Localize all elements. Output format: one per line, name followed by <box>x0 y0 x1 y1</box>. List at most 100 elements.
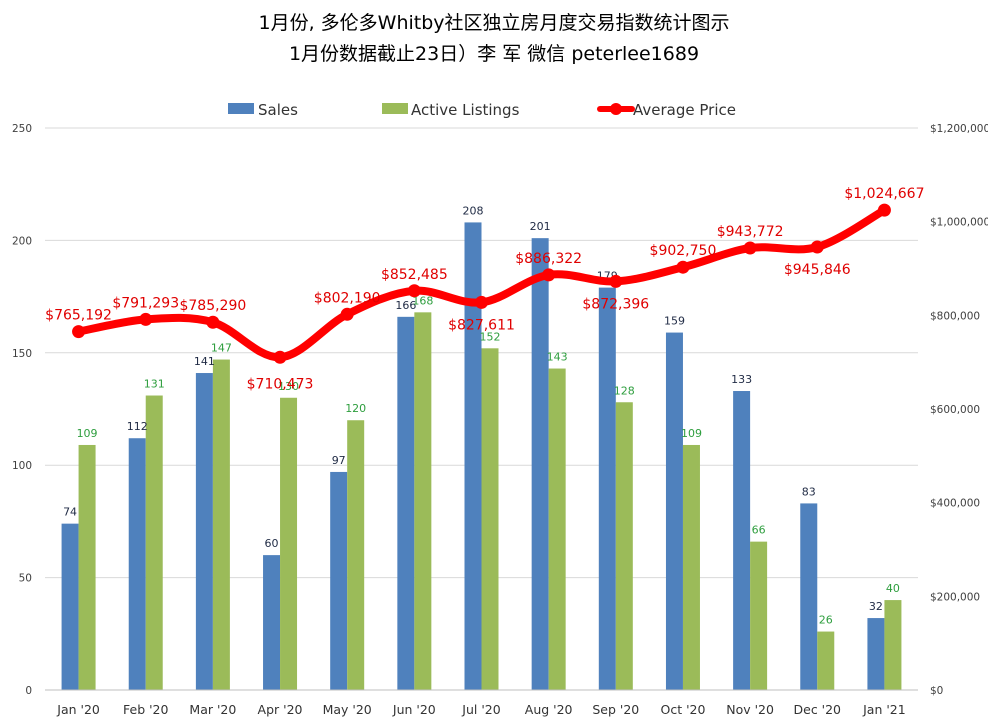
bar-label-sales: 112 <box>127 420 148 433</box>
y-right-tick-label: $1,200,000 <box>930 123 988 135</box>
chart-title: 1月份, 多伦多Whitby社区独立房月度交易指数统计图示 <box>258 12 729 34</box>
x-tick-label: Aug '20 <box>525 702 573 717</box>
price-label: $943,772 <box>717 224 784 240</box>
bar-label-sales: 32 <box>869 600 883 613</box>
bar-active-listings <box>682 444 700 690</box>
price-line <box>72 203 891 364</box>
x-tick-label: Feb '20 <box>123 702 168 717</box>
y-right-tick-label: $400,000 <box>930 498 980 510</box>
bar-sales <box>800 503 818 690</box>
bar-sales <box>598 287 616 690</box>
price-label: $802,190 <box>314 290 381 306</box>
average-price-point <box>542 268 556 282</box>
bar-active-listings <box>548 368 566 690</box>
bar-label-sales: 97 <box>332 454 346 467</box>
bar-sales <box>61 523 79 690</box>
y-left-tick-label: 150 <box>12 348 32 360</box>
price-label: $872,396 <box>582 296 649 312</box>
y-left-tick-label: 100 <box>12 460 32 472</box>
y-left-tick-label: 0 <box>25 685 32 697</box>
y-right-tick-label: $800,000 <box>930 310 980 322</box>
average-price-point <box>273 350 287 364</box>
bar-label-sales: 159 <box>664 315 685 328</box>
bar-label-active-listings: 152 <box>480 330 501 343</box>
legend-marker-average-price <box>610 103 622 115</box>
bar-label-active-listings: 130 <box>278 380 299 393</box>
bar-label-active-listings: 109 <box>77 427 98 440</box>
bar-label-sales: 60 <box>265 537 279 550</box>
average-price-point <box>139 312 153 326</box>
price-label: $945,846 <box>784 262 851 278</box>
y-right-tick-label: $600,000 <box>930 404 980 416</box>
x-tick-label: Jan '20 <box>56 702 100 717</box>
bar-active-listings <box>481 348 499 690</box>
average-price-point <box>340 307 354 321</box>
price-label: $710,473 <box>247 376 314 392</box>
x-tick-label: Apr '20 <box>258 702 303 717</box>
x-tick-label: Dec '20 <box>794 702 842 717</box>
left-axis: 0 50 100 150 200 250 <box>12 123 32 697</box>
bar-label-sales: 141 <box>194 355 215 368</box>
price-label: $886,322 <box>515 251 582 267</box>
price-label: $765,192 <box>45 308 112 324</box>
price-label: $902,750 <box>650 243 717 259</box>
bar-sales <box>531 238 549 691</box>
x-tick-label: Oct '20 <box>660 702 705 717</box>
average-price-point <box>72 325 86 339</box>
y-right-tick-label: $200,000 <box>930 591 980 603</box>
price-label: $1,024,667 <box>844 186 924 202</box>
average-price-point <box>407 284 421 298</box>
bar-label-active-listings: 131 <box>144 378 165 391</box>
legend: Sales Active Listings Average Price <box>228 101 736 119</box>
average-price-point <box>609 274 623 288</box>
y-left-tick-label: 200 <box>12 235 32 247</box>
legend-label-sales: Sales <box>258 101 298 119</box>
y-right-tick-label: $1,000,000 <box>930 217 988 229</box>
bar-active-listings <box>280 397 298 690</box>
price-label: $852,485 <box>381 267 448 283</box>
bar-label-active-listings: 128 <box>614 384 635 397</box>
bar-sales <box>195 373 213 690</box>
average-price-point <box>810 240 824 254</box>
bar-active-listings <box>78 444 96 690</box>
x-axis: Jan '20 Feb '20 Mar '20 Apr '20 May '20 Jun '… <box>45 689 918 717</box>
bar-label-sales: 166 <box>395 299 416 312</box>
price-label: $827,611 <box>448 317 515 333</box>
price-labels: $765,192$791,293 $785,290 $710,473 $802,190… <box>45 186 924 392</box>
bar-label-sales: 83 <box>802 485 816 498</box>
x-tick-label: Nov '20 <box>726 702 774 717</box>
legend-label-active-listings: Active Listings <box>411 101 520 119</box>
bar-label-sales: 208 <box>463 204 484 217</box>
bar-label-active-listings: 143 <box>547 351 568 364</box>
x-tick-label: Sep '20 <box>592 702 639 717</box>
y-left-tick-label: 250 <box>12 123 32 135</box>
average-price-point <box>877 203 891 217</box>
price-label: $791,293 <box>112 295 179 311</box>
bar-sales <box>397 316 415 690</box>
bar-label-active-listings: 120 <box>345 402 366 415</box>
average-price-point <box>676 260 690 274</box>
average-price-point <box>475 295 488 309</box>
bar-sales <box>128 438 146 690</box>
x-tick-label: Jan '21 <box>862 702 906 717</box>
bar-sales <box>464 222 482 690</box>
x-tick-label: Jul '20 <box>461 702 500 717</box>
bar-label-active-listings: 109 <box>681 427 702 440</box>
bar-label-sales: 74 <box>63 506 77 519</box>
y-right-tick-label: $0 <box>930 685 943 697</box>
bar-label-sales: 201 <box>530 220 551 233</box>
x-tick-label: Mar '20 <box>189 702 236 717</box>
bar-active-listings <box>750 541 768 690</box>
bar-label-active-listings: 168 <box>412 294 433 307</box>
bar-label-sales: 133 <box>731 373 752 386</box>
legend-swatch-sales <box>228 103 254 114</box>
y-left-tick-label: 50 <box>19 573 32 585</box>
bar-sales <box>263 555 281 690</box>
average-price-point <box>743 241 757 255</box>
bar-active-listings <box>347 420 365 690</box>
bar-sales <box>867 618 885 690</box>
right-axis: $0 $200,000 $400,000 $600,000 $800,000 $1,000… <box>930 123 988 697</box>
chart-subtitle: 1月份数据截止23日）李 军 微信 peterlee1689 <box>289 43 699 65</box>
